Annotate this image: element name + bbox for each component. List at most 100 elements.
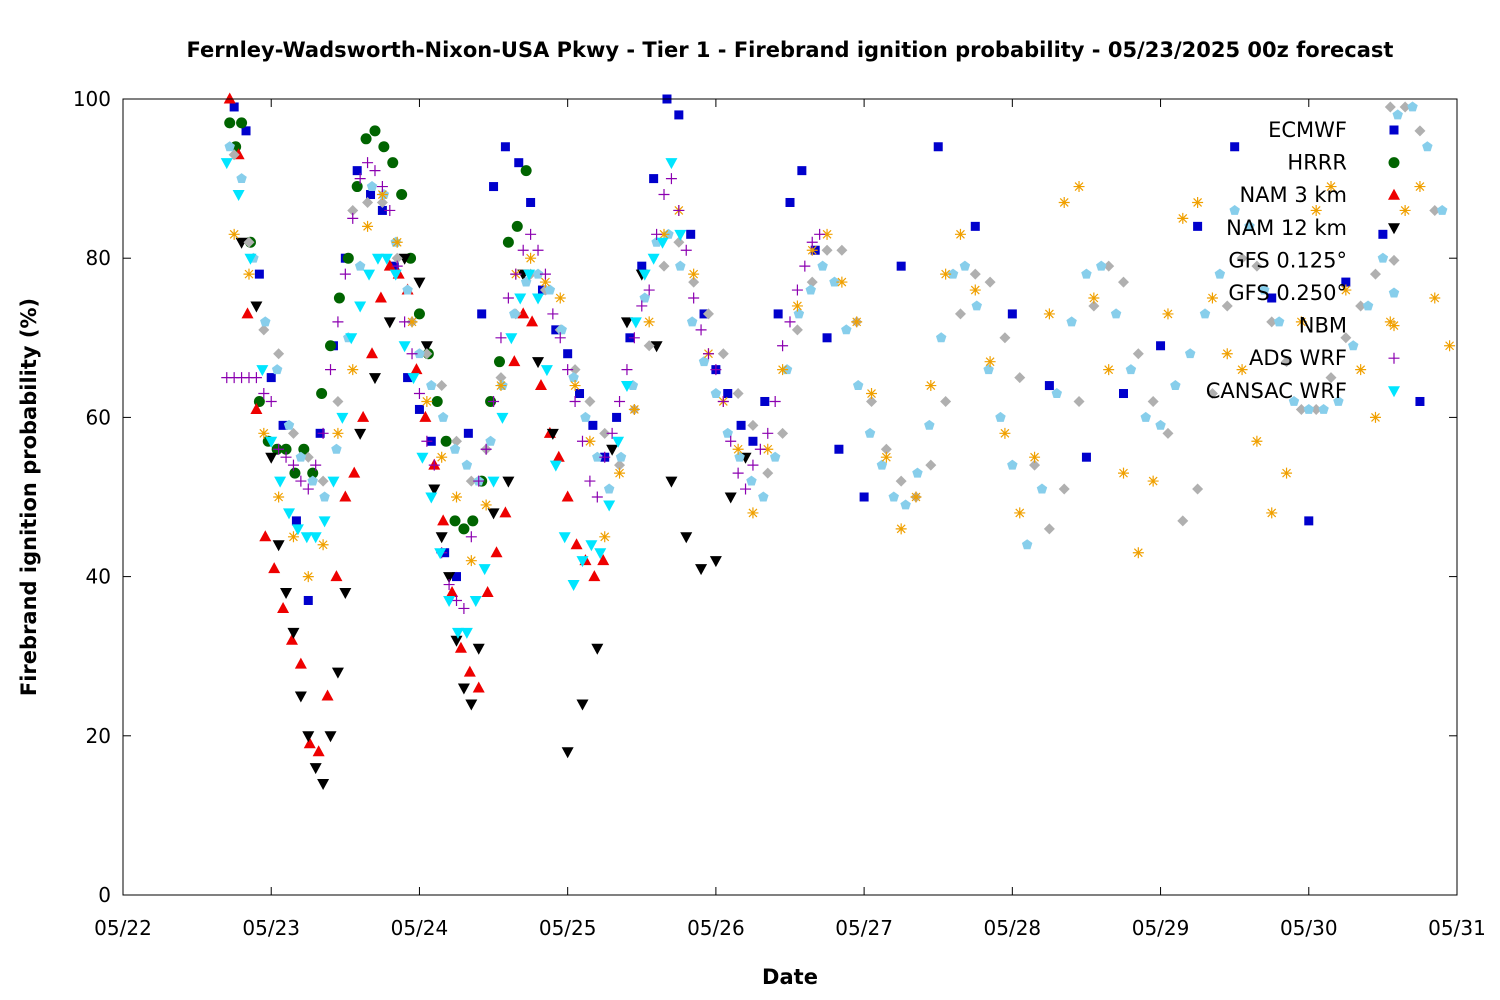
data-point xyxy=(675,260,686,271)
data-point xyxy=(354,173,366,185)
data-point xyxy=(440,435,452,447)
data-point xyxy=(736,420,746,430)
data-point xyxy=(525,228,537,240)
data-point xyxy=(754,443,766,455)
data-point xyxy=(436,451,448,463)
data-point xyxy=(243,268,255,280)
data-point xyxy=(481,586,494,598)
data-point xyxy=(406,348,418,360)
y-tick-label: 60 xyxy=(86,405,111,429)
data-point xyxy=(785,197,795,207)
x-tick-label: 05/26 xyxy=(687,916,745,940)
data-point xyxy=(330,570,343,582)
data-point xyxy=(254,269,264,279)
data-point xyxy=(413,388,425,400)
data-point xyxy=(584,395,596,407)
data-point xyxy=(1081,452,1091,462)
data-point xyxy=(554,332,566,344)
data-point xyxy=(1392,109,1403,120)
data-point xyxy=(321,689,334,701)
data-point xyxy=(1199,308,1211,319)
data-point xyxy=(431,395,443,407)
data-point xyxy=(665,173,677,185)
data-point xyxy=(331,443,342,454)
data-point xyxy=(1310,204,1322,216)
data-point xyxy=(563,349,573,359)
x-tick-label: 05/23 xyxy=(242,916,300,940)
data-point xyxy=(450,635,463,647)
data-point xyxy=(526,315,539,327)
data-point xyxy=(747,419,759,431)
data-point xyxy=(806,244,818,256)
data-point xyxy=(265,436,278,448)
data-point xyxy=(495,332,507,344)
data-point xyxy=(1295,403,1307,415)
data-point xyxy=(1140,411,1151,422)
data-point xyxy=(352,166,362,176)
series-cansac-wrf xyxy=(220,158,687,639)
data-point xyxy=(629,317,642,329)
data-point xyxy=(232,190,245,202)
data-point xyxy=(339,588,352,600)
data-point xyxy=(380,253,393,265)
data-point xyxy=(762,443,774,455)
data-point xyxy=(371,253,384,265)
data-point xyxy=(680,532,693,544)
data-point xyxy=(300,532,313,544)
data-point xyxy=(695,564,708,576)
y-tick-label: 40 xyxy=(86,565,111,589)
data-point xyxy=(1348,340,1359,351)
data-point xyxy=(588,570,601,582)
data-point xyxy=(935,332,947,343)
data-point xyxy=(888,491,899,502)
data-point xyxy=(465,699,478,711)
data-point xyxy=(1043,308,1055,320)
data-point xyxy=(620,381,633,393)
data-point xyxy=(426,380,437,391)
series-gfs-0-250- xyxy=(224,101,1448,550)
legend-marker xyxy=(1388,352,1400,364)
data-point xyxy=(1362,300,1374,311)
data-point xyxy=(1221,300,1233,312)
data-point xyxy=(510,268,522,280)
data-point xyxy=(1125,364,1137,375)
data-point xyxy=(1399,204,1411,216)
data-point xyxy=(1118,276,1129,288)
data-point xyxy=(561,490,574,502)
data-point xyxy=(295,475,307,487)
data-point xyxy=(376,189,388,201)
data-point xyxy=(562,364,574,376)
data-point xyxy=(443,579,455,591)
data-point xyxy=(614,459,626,471)
data-point xyxy=(674,229,687,241)
legend-marker xyxy=(1388,287,1400,298)
data-point xyxy=(396,189,408,201)
data-point xyxy=(910,491,922,503)
data-point xyxy=(407,373,420,385)
data-point xyxy=(1162,308,1174,320)
y-tick-label: 80 xyxy=(86,246,111,270)
data-point xyxy=(925,459,937,471)
y-axis-label: Firebrand ignition probability (%) xyxy=(17,298,41,696)
data-point xyxy=(984,276,996,288)
data-point xyxy=(294,691,307,703)
data-point xyxy=(567,580,580,592)
data-point xyxy=(866,388,878,400)
data-point xyxy=(940,268,952,280)
data-point xyxy=(366,181,378,192)
data-point xyxy=(317,475,329,487)
data-point xyxy=(1266,316,1278,328)
data-point xyxy=(717,395,729,407)
data-point xyxy=(724,492,737,504)
data-point xyxy=(241,126,251,136)
data-point xyxy=(1325,372,1337,384)
data-point xyxy=(638,269,651,281)
data-point xyxy=(740,483,752,495)
data-point xyxy=(540,365,553,377)
data-point xyxy=(258,388,270,400)
data-point xyxy=(1325,181,1337,193)
data-point xyxy=(235,237,248,249)
data-point xyxy=(534,379,547,391)
data-point xyxy=(446,586,459,598)
data-point xyxy=(606,444,619,456)
